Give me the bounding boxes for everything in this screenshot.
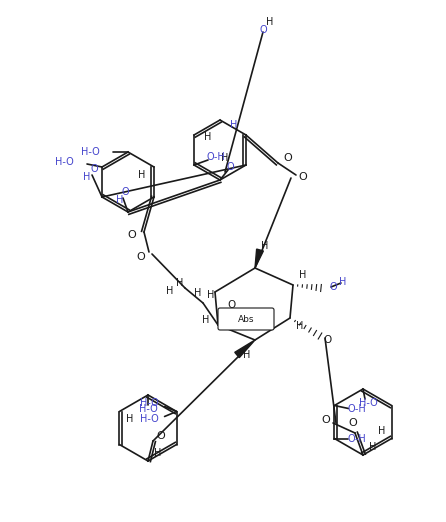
Text: O: O: [322, 415, 330, 425]
Text: O: O: [128, 230, 136, 240]
Text: H: H: [369, 442, 377, 452]
Text: O-H: O-H: [206, 152, 225, 162]
Text: H: H: [176, 278, 184, 288]
Text: H: H: [154, 448, 162, 458]
Text: O: O: [226, 162, 234, 172]
Text: O-H: O-H: [347, 433, 366, 444]
Text: H: H: [299, 270, 307, 280]
Text: O: O: [323, 335, 331, 345]
Text: H-O: H-O: [139, 404, 157, 414]
Text: O: O: [284, 153, 293, 163]
Text: H: H: [204, 132, 212, 142]
Text: H: H: [296, 321, 304, 331]
Text: O: O: [157, 431, 165, 441]
Text: H: H: [202, 315, 210, 325]
Text: O-H: O-H: [347, 405, 366, 414]
Text: O: O: [259, 25, 267, 35]
Text: H: H: [266, 17, 274, 27]
Text: H: H: [83, 172, 91, 182]
Text: H: H: [221, 153, 229, 163]
Text: H: H: [261, 241, 268, 251]
Text: H: H: [339, 277, 347, 287]
Text: O: O: [228, 300, 236, 310]
Text: H: H: [166, 286, 173, 296]
Polygon shape: [255, 249, 264, 268]
Text: H-O: H-O: [81, 147, 100, 157]
Text: H-O: H-O: [140, 398, 159, 409]
Text: H: H: [138, 170, 146, 180]
Text: Abs: Abs: [238, 314, 254, 324]
Text: H: H: [244, 350, 251, 360]
Text: O: O: [349, 418, 357, 428]
Text: H: H: [194, 288, 202, 298]
Text: O: O: [121, 187, 129, 197]
Text: H: H: [207, 290, 215, 300]
Text: O: O: [136, 252, 145, 262]
Text: O: O: [299, 172, 307, 182]
Text: H: H: [378, 425, 385, 435]
Text: H-O: H-O: [140, 414, 159, 424]
FancyBboxPatch shape: [218, 308, 274, 330]
Polygon shape: [235, 340, 255, 358]
Text: H-O: H-O: [359, 398, 377, 408]
Text: O: O: [90, 164, 98, 174]
Text: H: H: [230, 120, 238, 130]
Text: H-O: H-O: [55, 157, 74, 167]
Text: H: H: [116, 195, 124, 205]
Text: H: H: [126, 414, 133, 424]
Text: O: O: [329, 282, 337, 292]
